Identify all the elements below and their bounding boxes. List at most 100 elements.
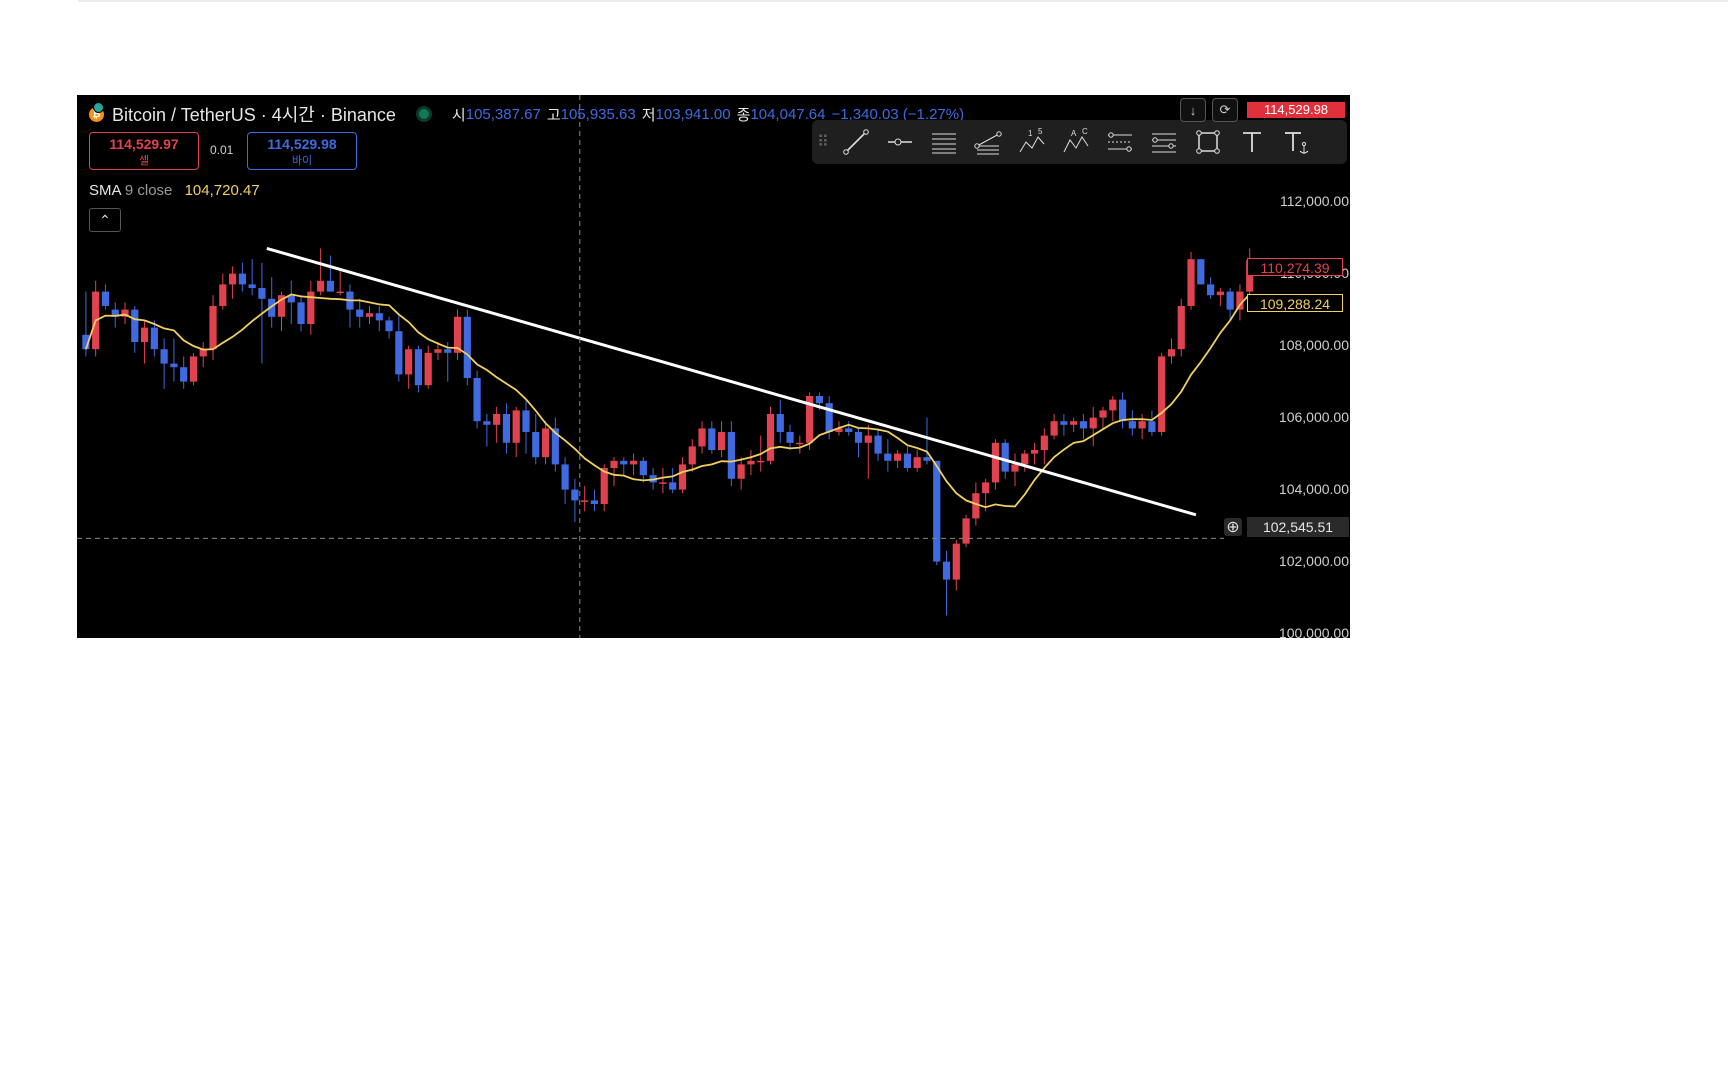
- arrow-down-icon: ↓: [1189, 102, 1197, 118]
- refresh-button[interactable]: ⟳: [1212, 98, 1238, 122]
- pitchfork-icon[interactable]: [966, 122, 1010, 162]
- horizontal-ray-icon[interactable]: [878, 122, 922, 162]
- candle-body: [1089, 417, 1097, 429]
- buy-price: 114,529.98: [267, 136, 337, 152]
- chart-canvas[interactable]: [77, 95, 1350, 638]
- candle-body: [150, 327, 158, 350]
- sma-name: SMA: [89, 182, 121, 199]
- candle-body: [121, 309, 129, 317]
- candle-body: [962, 518, 970, 544]
- candle-body: [708, 428, 716, 450]
- sma-legend[interactable]: SMA 9 close 104,720.47: [89, 182, 260, 199]
- fib-retracement-icon[interactable]: [1098, 122, 1142, 162]
- candle-body: [737, 464, 745, 479]
- y-tick-label: 102,000.00: [1278, 553, 1349, 569]
- candle-body: [903, 453, 912, 468]
- sma-value: 104,720.47: [184, 182, 260, 199]
- candle-body: [453, 316, 462, 353]
- sma-params: 9 close: [124, 182, 173, 199]
- rectangle-icon[interactable]: [1186, 122, 1230, 162]
- candle-body: [317, 280, 325, 292]
- buy-label: 바이: [291, 155, 313, 167]
- candle-body: [209, 306, 217, 350]
- high-value: 105,935.63: [560, 105, 636, 123]
- y-tick-label: 108,000.00: [1278, 337, 1349, 353]
- drag-handle-icon[interactable]: ⠿: [817, 134, 829, 151]
- candle-body: [463, 316, 471, 378]
- candle-body: [571, 489, 579, 501]
- candle-body: [766, 414, 775, 461]
- candle-body: [952, 543, 960, 580]
- candle-body: [1079, 421, 1088, 429]
- candle-body: [982, 482, 990, 494]
- candle-body: [1128, 421, 1136, 429]
- candle-body: [522, 410, 530, 432]
- candle-body: [131, 309, 139, 342]
- candle-body: [502, 414, 511, 443]
- text-icon[interactable]: [1230, 122, 1274, 162]
- top-divider: [78, 0, 1728, 2]
- bitcoin-icon: ₿: [89, 101, 104, 122]
- close-value: 104,047.64: [750, 105, 826, 123]
- collapse-legend-button[interactable]: ⌃: [89, 208, 121, 232]
- market-status-icon: [415, 106, 432, 122]
- ohlc-readout: 시 105,387.67 고 105,935.63 저 103,941.00 종 104…: [446, 104, 964, 125]
- sell-price: 114,529.97: [109, 136, 179, 152]
- fib-extension-icon[interactable]: [1142, 122, 1186, 162]
- candle-body: [698, 428, 706, 447]
- open-label: 시: [451, 106, 466, 124]
- price-chart[interactable]: ₿ Bitcoin / TetherUS · 4시간 · Binance 시 10…: [77, 95, 1350, 638]
- candle-body: [336, 291, 344, 294]
- download-button[interactable]: ↓: [1180, 98, 1206, 122]
- candle-body: [140, 327, 149, 342]
- candle-body: [972, 493, 980, 519]
- candle-body: [532, 432, 540, 458]
- candle-body: [806, 396, 814, 443]
- candle-body: [747, 460, 755, 465]
- candle-body: [277, 295, 286, 317]
- anchored-text-icon[interactable]: [1274, 122, 1318, 162]
- candle-body: [717, 432, 726, 450]
- candle-body: [1040, 435, 1048, 450]
- candle-body: [268, 298, 276, 317]
- candle-body: [913, 457, 921, 468]
- candle-body: [189, 356, 198, 382]
- low-label: 저: [641, 106, 656, 124]
- low-value: 103,941.00: [655, 105, 731, 123]
- sell-button[interactable]: 114,529.97 셀: [89, 132, 199, 170]
- last-price-label: 114,529.98: [1247, 102, 1345, 118]
- candle-body: [1187, 259, 1195, 306]
- parallel-channel-icon[interactable]: [922, 122, 966, 162]
- candle-body: [1216, 291, 1224, 296]
- candle-body: [1236, 291, 1244, 310]
- candle-body: [854, 432, 863, 443]
- y-tick-label: 100,000.00: [1278, 625, 1349, 638]
- trend-line-icon[interactable]: [834, 122, 878, 162]
- candle-body: [160, 349, 168, 364]
- candle-body: [395, 331, 403, 375]
- crosshair-price-label: 102,545.51: [1247, 517, 1349, 537]
- candle-body: [1021, 453, 1029, 465]
- add-alert-icon[interactable]: ⊕: [1224, 518, 1242, 536]
- candle-body: [561, 464, 569, 490]
- candle-body: [170, 363, 178, 368]
- candle-body: [258, 288, 266, 299]
- change-value: −1,340.03 (−1.27%): [831, 105, 965, 123]
- candle-body: [600, 468, 608, 504]
- candle-body: [238, 273, 246, 285]
- candle-body: [1030, 450, 1039, 454]
- svg-text:1: 1: [1028, 129, 1033, 138]
- buy-button[interactable]: 114,529.98 바이: [247, 132, 357, 170]
- candle-body: [590, 500, 599, 504]
- candle-body: [1060, 421, 1068, 425]
- symbol-title[interactable]: Bitcoin / TetherUS · 4시간 · Binance: [112, 105, 396, 125]
- y-tick-label: 104,000.00: [1278, 481, 1349, 497]
- candle-body: [786, 432, 794, 443]
- candle-body: [1050, 421, 1058, 436]
- candle-body: [659, 482, 667, 484]
- candle-body: [1099, 410, 1107, 418]
- candle-body: [541, 428, 550, 458]
- svg-text:5: 5: [1038, 128, 1043, 136]
